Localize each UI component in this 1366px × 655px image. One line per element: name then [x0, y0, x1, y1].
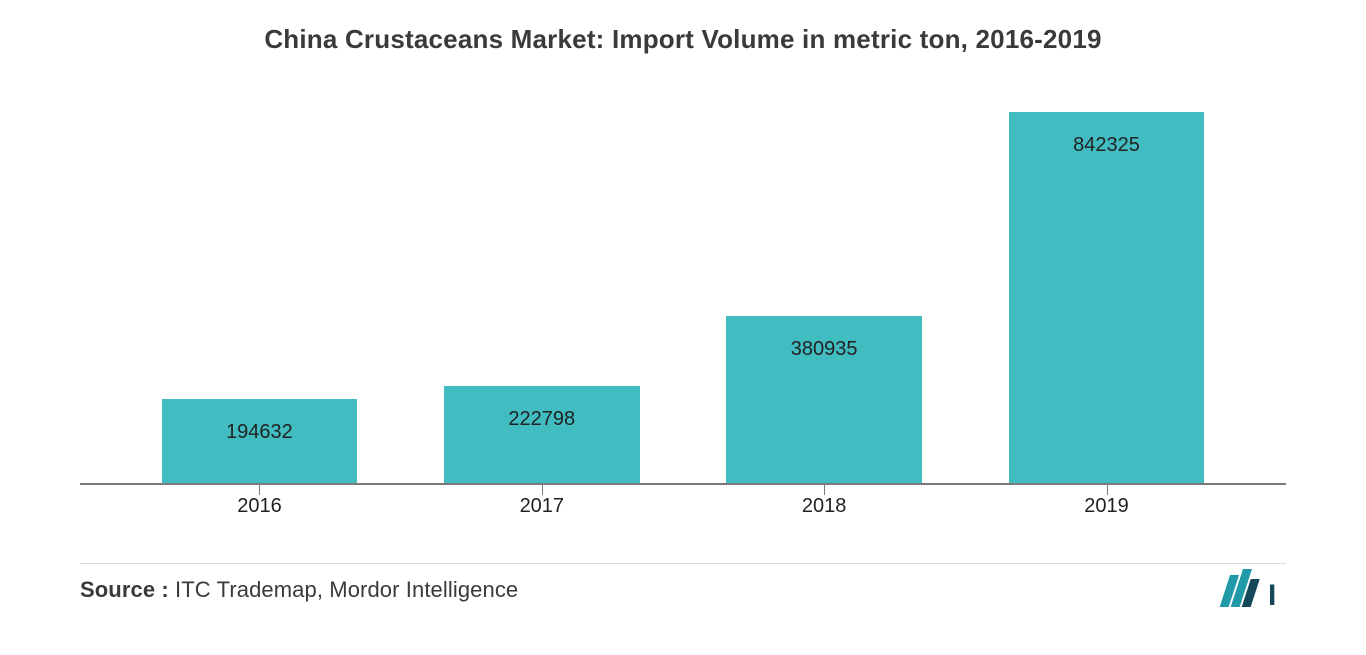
bar-2019: 842325: [1009, 112, 1205, 485]
mordor-logo-icon: I: [1216, 569, 1286, 611]
chart-title: China Crustaceans Market: Import Volume …: [80, 24, 1286, 55]
bar-value-2019: 842325: [1009, 134, 1205, 157]
xlabel-2018: 2018: [705, 495, 944, 518]
xtick-2017: [542, 485, 543, 495]
xlabel-2016: 2016: [140, 495, 379, 518]
source-attribution: Source : ITC Trademap, Mordor Intelligen…: [80, 577, 518, 603]
source-prefix: Source :: [80, 577, 169, 602]
bar-slot-2019: 842325: [987, 112, 1226, 485]
bar-value-2018: 380935: [726, 338, 922, 361]
svg-text:I: I: [1268, 579, 1276, 611]
xlabel-2019: 2019: [987, 495, 1226, 518]
bar-slot-2018: 380935: [705, 316, 944, 485]
source-text: ITC Trademap, Mordor Intelligence: [175, 577, 518, 602]
chart-canvas: China Crustaceans Market: Import Volume …: [0, 0, 1366, 655]
chart-footer: Source : ITC Trademap, Mordor Intelligen…: [80, 577, 1286, 617]
bars-container: 194632 222798 380935 842325: [140, 95, 1226, 485]
footer-divider: [80, 563, 1286, 564]
bar-2016: 194632: [162, 399, 358, 485]
x-axis-line: [80, 483, 1286, 485]
bar-value-2017: 222798: [444, 408, 640, 431]
bar-value-2016: 194632: [162, 421, 358, 444]
xlabel-2017: 2017: [422, 495, 661, 518]
xtick-2019: [1107, 485, 1108, 495]
x-axis-labels: 2016 2017 2018 2019: [80, 495, 1286, 531]
bar-slot-2017: 222798: [422, 386, 661, 485]
xtick-2016: [259, 485, 260, 495]
bar-slot-2016: 194632: [140, 399, 379, 485]
xtick-2018: [824, 485, 825, 495]
chart-plot-area: 194632 222798 380935 842325: [80, 95, 1286, 485]
bar-2017: 222798: [444, 386, 640, 485]
bar-2018: 380935: [726, 316, 922, 485]
